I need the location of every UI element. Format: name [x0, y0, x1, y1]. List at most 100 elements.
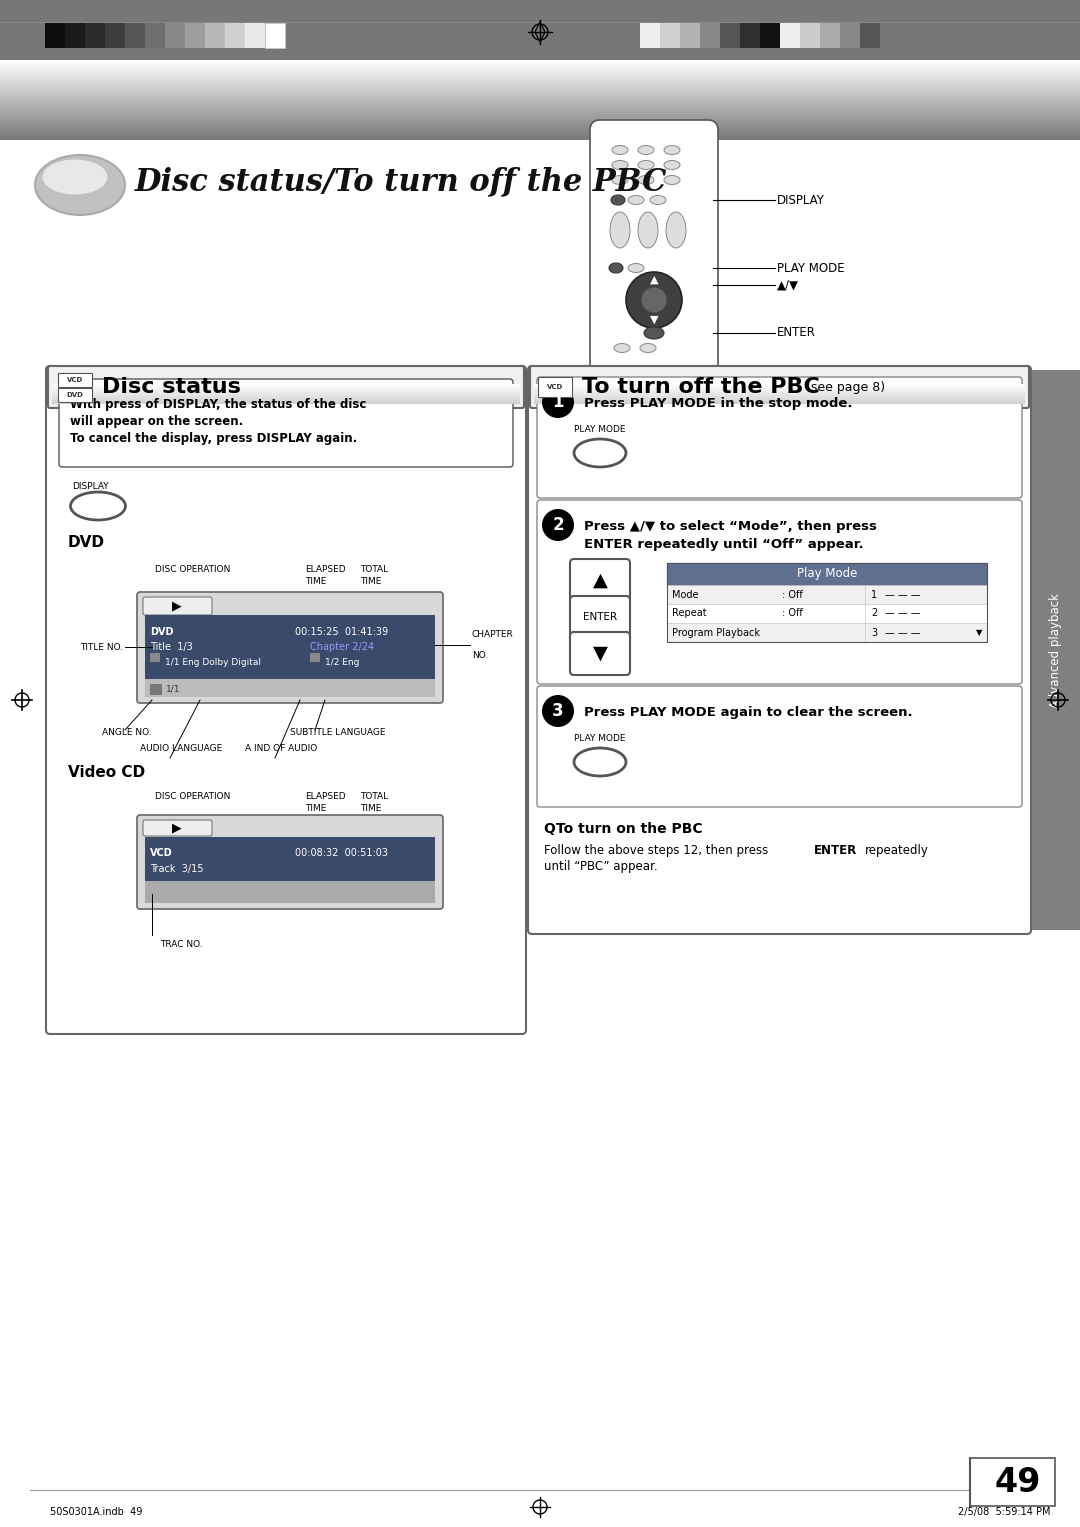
Ellipse shape [610, 212, 630, 247]
Text: 2/5/08  5:59:14 PM: 2/5/08 5:59:14 PM [958, 1507, 1050, 1516]
Bar [165, 23, 185, 47]
Text: Press PLAY MODE again to clear the screen.: Press PLAY MODE again to clear the scree… [584, 705, 913, 719]
Text: ▼: ▼ [593, 643, 607, 663]
Ellipse shape [638, 212, 658, 247]
Text: Press PLAY MODE in the stop mode.: Press PLAY MODE in the stop mode. [584, 397, 852, 411]
Bar [865, 623, 987, 641]
Text: Track  3/15: Track 3/15 [150, 864, 203, 873]
Circle shape [542, 695, 573, 727]
Ellipse shape [627, 264, 644, 272]
Text: 1: 1 [870, 589, 877, 600]
Text: TIME: TIME [360, 805, 381, 812]
Text: CHAPTER: CHAPTER [472, 631, 514, 638]
Text: DVD: DVD [150, 628, 174, 637]
Text: 2: 2 [870, 608, 877, 618]
FancyBboxPatch shape [46, 366, 526, 1034]
Bar [245, 23, 265, 47]
Text: 1/1 Eng Dolby Digital: 1/1 Eng Dolby Digital [165, 658, 261, 667]
Bar [150, 654, 160, 663]
Text: TITLE NO.: TITLE NO. [80, 643, 123, 652]
Text: — — —: — — — [885, 608, 920, 618]
Text: To turn off the PBC: To turn off the PBC [582, 377, 820, 397]
Text: 2: 2 [552, 516, 564, 534]
Text: VCD: VCD [67, 377, 83, 383]
Ellipse shape [611, 195, 625, 205]
Circle shape [542, 508, 573, 541]
Bar [145, 837, 435, 883]
Text: DISPLAY: DISPLAY [777, 194, 825, 206]
Text: ENTER: ENTER [583, 612, 617, 621]
Ellipse shape [609, 263, 623, 273]
Text: ENTER: ENTER [777, 327, 815, 339]
Text: DVD: DVD [67, 392, 83, 399]
Text: PLAY MODE: PLAY MODE [573, 734, 625, 744]
Circle shape [542, 386, 573, 418]
Text: Title  1/3: Title 1/3 [150, 641, 192, 652]
Text: ELAPSED: ELAPSED [305, 565, 346, 574]
Bar [667, 623, 865, 641]
Text: ▲: ▲ [593, 571, 607, 589]
Bar [1030, 370, 1080, 930]
Text: 1/2 Eng: 1/2 Eng [325, 658, 360, 667]
Text: 49: 49 [995, 1466, 1041, 1498]
FancyBboxPatch shape [590, 121, 718, 380]
Bar [58, 388, 92, 402]
Bar [145, 881, 435, 902]
Bar [145, 23, 165, 47]
FancyBboxPatch shape [143, 820, 212, 835]
FancyBboxPatch shape [537, 377, 1022, 498]
Text: AUDIO LANGUAGE: AUDIO LANGUAGE [140, 744, 222, 753]
Text: 00:15:25  01:41:39: 00:15:25 01:41:39 [295, 628, 388, 637]
Bar [0, 0, 1080, 60]
Text: Mode: Mode [672, 589, 699, 600]
Bar [667, 563, 987, 641]
Ellipse shape [640, 344, 656, 353]
FancyBboxPatch shape [137, 815, 443, 909]
Bar [865, 605, 987, 623]
Text: TOTAL: TOTAL [360, 565, 388, 574]
Bar [45, 23, 65, 47]
Bar [310, 654, 320, 663]
Bar [800, 23, 820, 47]
FancyBboxPatch shape [570, 632, 630, 675]
Text: TRAC NO.: TRAC NO. [160, 941, 203, 948]
Circle shape [626, 272, 681, 328]
Ellipse shape [638, 176, 654, 185]
Text: will appear on the screen.: will appear on the screen. [70, 415, 243, 428]
Ellipse shape [573, 748, 626, 776]
Text: Press ▲/▼ to select “Mode”, then press: Press ▲/▼ to select “Mode”, then press [584, 521, 877, 533]
Text: PLAY MODE: PLAY MODE [777, 261, 845, 275]
FancyBboxPatch shape [48, 366, 524, 408]
Bar [667, 563, 987, 585]
FancyBboxPatch shape [528, 366, 1031, 935]
Text: Program Playback: Program Playback [672, 628, 760, 637]
Bar [860, 23, 880, 47]
Text: TIME: TIME [305, 805, 326, 812]
Text: (see page 8): (see page 8) [806, 380, 886, 394]
Ellipse shape [650, 195, 666, 205]
Text: — — —: — — — [885, 589, 920, 600]
Text: 00:08:32  00:51:03: 00:08:32 00:51:03 [295, 847, 388, 858]
Bar [720, 23, 740, 47]
Ellipse shape [627, 195, 644, 205]
Bar [125, 23, 145, 47]
Text: DVD: DVD [68, 534, 105, 550]
Text: 3: 3 [552, 702, 564, 721]
Ellipse shape [612, 160, 627, 169]
Text: : Off: : Off [782, 589, 802, 600]
Ellipse shape [42, 159, 108, 194]
Text: SUBTITLE LANGUAGE: SUBTITLE LANGUAGE [291, 728, 386, 738]
Bar [65, 23, 85, 47]
Text: Play Mode: Play Mode [797, 568, 858, 580]
Bar [265, 23, 285, 47]
Ellipse shape [612, 176, 627, 185]
Text: Repeat: Repeat [672, 608, 706, 618]
FancyBboxPatch shape [570, 596, 630, 638]
Bar [865, 585, 987, 605]
Bar [538, 377, 572, 397]
Text: ▼: ▼ [650, 315, 658, 325]
Bar [85, 23, 105, 47]
Text: 3: 3 [870, 628, 877, 637]
Bar [680, 23, 700, 47]
Text: Disc status/To turn off the PBC: Disc status/To turn off the PBC [135, 166, 667, 197]
